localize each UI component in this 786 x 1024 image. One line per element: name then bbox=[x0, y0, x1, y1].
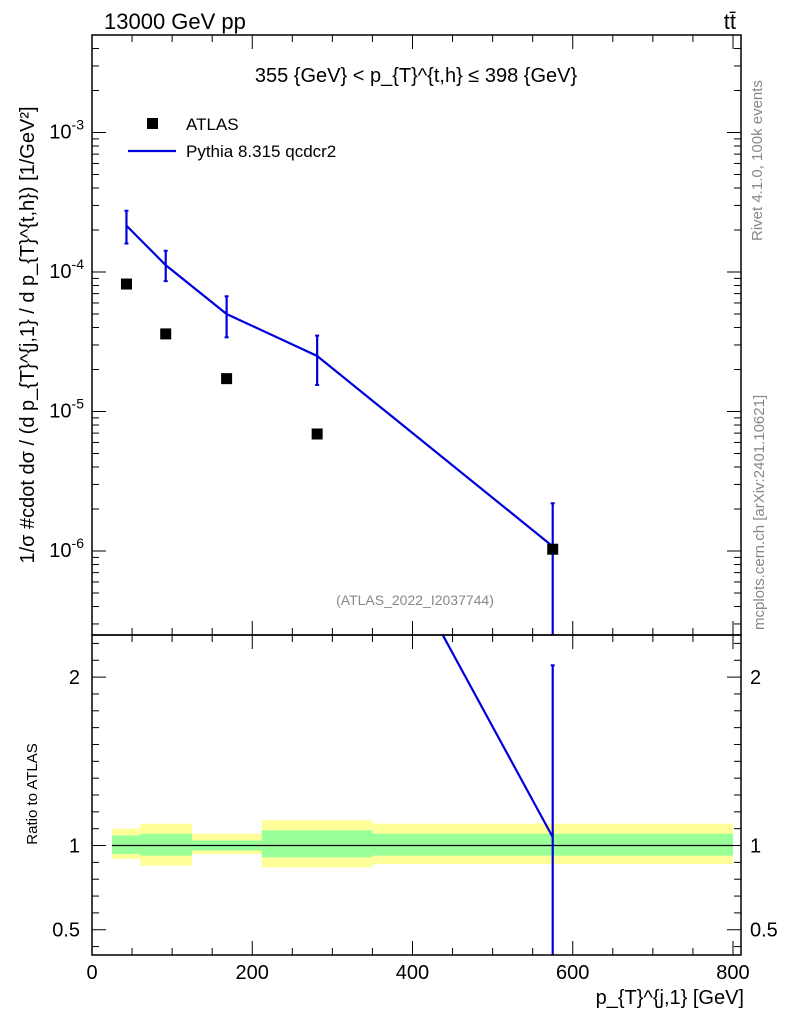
x-tick-label: 200 bbox=[236, 962, 269, 984]
ratio-band-inner bbox=[261, 830, 373, 858]
ratio-y-tick-label: 0.5 bbox=[52, 920, 80, 942]
legend-atlas-label: ATLAS bbox=[186, 115, 239, 134]
ratio-y-tick-label-right: 2 bbox=[750, 667, 761, 689]
ratio-band-inner bbox=[372, 833, 553, 856]
ratio-pythia-line bbox=[441, 635, 554, 838]
main-panel: 10-3 10-4 10-5 10-6 355 {GeV} < p_{T}^{t,h}… bbox=[17, 34, 742, 636]
atlas-data-point bbox=[221, 373, 233, 385]
ratio-band-inner bbox=[140, 833, 193, 856]
energy-label: 13000 GeV pp bbox=[104, 9, 246, 34]
main-y-tick-label: 10-4 bbox=[49, 256, 84, 283]
ratio-y-tick-label: 2 bbox=[69, 667, 80, 689]
ratio-panel: 0.5 0.5 1 1 2 2 0 200 400 600 800 Ratio to ATLAS p… bbox=[24, 634, 778, 1009]
cut-label: 355 {GeV} < p_{T}^{t,h} ≤ 398 {GeV} bbox=[255, 65, 578, 87]
ratio-band-inner bbox=[552, 833, 733, 856]
main-y-tick-label: 10-5 bbox=[49, 396, 84, 423]
x-tick-label: 800 bbox=[716, 962, 749, 984]
x-tick-label: 400 bbox=[396, 962, 429, 984]
legend-atlas-marker bbox=[147, 118, 158, 129]
x-axis-label: p_{T}^{j,1} [GeV] bbox=[596, 987, 744, 1009]
mcplots-note: mcplots.cern.ch [arXiv:2401.10621] bbox=[751, 395, 768, 630]
atlas-data-point bbox=[311, 428, 323, 440]
ratio-band-inner bbox=[112, 835, 141, 854]
legend-pythia-label: Pythia 8.315 qcdcr2 bbox=[186, 142, 336, 161]
ratio-frame bbox=[91, 634, 742, 956]
atlas-data-point bbox=[160, 328, 172, 340]
legend: ATLAS Pythia 8.315 qcdcr2 bbox=[128, 115, 336, 161]
atlas-data-point bbox=[547, 543, 559, 555]
analysis-watermark: (ATLAS_2022_I2037744) bbox=[336, 592, 494, 608]
main-y-tick-label: 10-3 bbox=[49, 117, 84, 144]
ratio-y-tick-label-right: 0.5 bbox=[750, 920, 778, 942]
x-tick-label: 600 bbox=[556, 962, 589, 984]
x-tick-label: 0 bbox=[86, 962, 97, 984]
ratio-y-tick-label-right: 1 bbox=[750, 836, 761, 858]
pythia-line bbox=[125, 224, 554, 548]
main-y-tick-label: 10-6 bbox=[49, 535, 84, 562]
ratio-y-axis-label: Ratio to ATLAS bbox=[24, 743, 41, 844]
process-label: tt̄ bbox=[724, 9, 736, 34]
ratio-y-tick-label: 1 bbox=[69, 836, 80, 858]
atlas-data-point bbox=[120, 278, 132, 290]
rivet-note: Rivet 4.1.0, 100k events bbox=[749, 80, 766, 241]
main-y-axis-label: 1/σ #cdot dσ / (d p_{T}^{j,1} / d p_{T}^… bbox=[17, 106, 39, 563]
